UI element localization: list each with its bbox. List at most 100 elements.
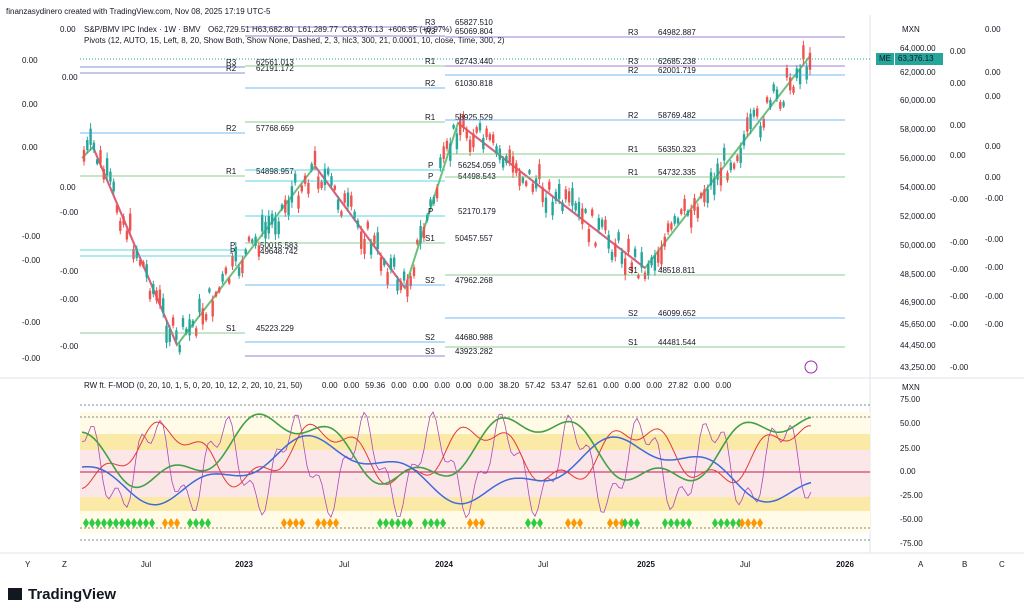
close: C63,376.13 <box>342 25 384 34</box>
candle-body <box>145 264 148 278</box>
pivot-name: S2 <box>628 309 638 318</box>
signal-diamond <box>143 518 149 528</box>
candle-body <box>614 243 617 257</box>
candle-body <box>531 183 534 192</box>
candle-body <box>336 199 340 210</box>
candle-body <box>399 281 402 291</box>
indicator-value: 0.00 <box>344 381 360 390</box>
candle-body <box>465 129 468 139</box>
right-value: 0.00 <box>985 25 1001 34</box>
time-label: Jul <box>740 560 750 569</box>
signal-diamond <box>407 518 413 528</box>
candle-body <box>594 242 597 247</box>
pivot-name: P <box>230 241 235 250</box>
candle-body <box>501 158 505 168</box>
pivot-name: R2 <box>628 66 639 75</box>
left-value: 0.00 <box>22 143 38 152</box>
candle-body <box>633 248 637 257</box>
oscillator-purple <box>81 411 812 519</box>
zigzag-down <box>457 122 646 269</box>
candle-body <box>363 238 366 255</box>
time-label: 2025 <box>637 560 655 569</box>
open: O62,729.51 <box>208 25 250 34</box>
indicator-currency: MXN <box>902 383 920 392</box>
candle-body <box>478 123 482 131</box>
candle-body <box>663 236 666 247</box>
candle-body <box>211 300 214 317</box>
signal-diamond <box>662 518 668 528</box>
candle-body <box>683 198 686 212</box>
candle-body <box>122 216 125 225</box>
candle-body <box>798 69 802 85</box>
candle-body <box>231 256 234 267</box>
signal-diamond <box>193 518 199 528</box>
indicator-axis-label: 25.00 <box>900 444 921 453</box>
candle-body <box>620 251 624 264</box>
pivot-name: R3 <box>628 57 639 66</box>
signal-diamond <box>718 518 724 528</box>
price-label: 58,000.00 <box>900 125 936 134</box>
candle-body <box>643 272 647 280</box>
candle-body <box>228 278 231 284</box>
candle-body <box>323 168 327 186</box>
candle-body <box>581 208 584 225</box>
pivot-value: 58925.529 <box>455 113 493 122</box>
price-label: 64,000.00 <box>900 44 936 53</box>
corner-button: Y <box>25 560 31 569</box>
signal-diamond <box>577 518 583 528</box>
candle-body <box>142 261 145 267</box>
candle-body <box>168 329 171 342</box>
candle-body <box>525 181 528 186</box>
signal-diamond <box>622 518 628 528</box>
candle-body <box>693 198 696 211</box>
candle-body <box>89 128 92 145</box>
candle-body <box>488 134 492 140</box>
signal-diamond <box>757 518 763 528</box>
candle-body <box>389 258 393 270</box>
right-value: 0.00 <box>950 47 966 56</box>
signal-diamond <box>565 518 571 528</box>
candle-body <box>297 195 300 209</box>
candle-body <box>736 155 739 162</box>
candle-body <box>765 97 769 103</box>
candle-body <box>422 226 426 239</box>
candle-body <box>181 318 185 327</box>
price-label: 60,000.00 <box>900 96 936 105</box>
left-value: -0.00 <box>60 295 79 304</box>
corner-button: A <box>918 560 924 569</box>
right-value: -0.00 <box>950 238 969 247</box>
candle-body <box>805 66 808 80</box>
candle-body <box>445 140 449 149</box>
price-label: 62,000.00 <box>900 68 936 77</box>
change: +606.95 (+0.97%) <box>388 25 452 34</box>
signal-diamond <box>668 518 674 528</box>
signal-diamond <box>395 518 401 528</box>
signal-diamond <box>174 518 180 528</box>
candle-body <box>452 124 455 129</box>
signal-diamond <box>525 518 531 528</box>
price-label: 46,900.00 <box>900 298 936 307</box>
candle-body <box>138 259 142 266</box>
pivot-name: S2 <box>425 276 435 285</box>
alert-icon <box>804 360 818 374</box>
candle-body <box>373 235 376 245</box>
oscillator-blue <box>81 434 812 506</box>
time-label: Jul <box>339 560 349 569</box>
candle-body <box>756 108 759 117</box>
candle-body <box>155 290 158 301</box>
candle-body <box>99 150 102 164</box>
candle-body <box>637 274 640 279</box>
left-value: -0.00 <box>22 354 41 363</box>
pivot-value: 44680.988 <box>455 333 493 342</box>
candle-body <box>234 246 237 262</box>
corner-button: C <box>999 560 1005 569</box>
candle-body <box>597 218 600 230</box>
candle-body <box>112 181 115 192</box>
candle-body <box>574 203 577 211</box>
candle-body <box>604 219 607 231</box>
candle-body <box>439 157 442 169</box>
candle-body <box>564 189 567 200</box>
signal-diamond <box>724 518 730 528</box>
signal-diamond <box>571 518 577 528</box>
